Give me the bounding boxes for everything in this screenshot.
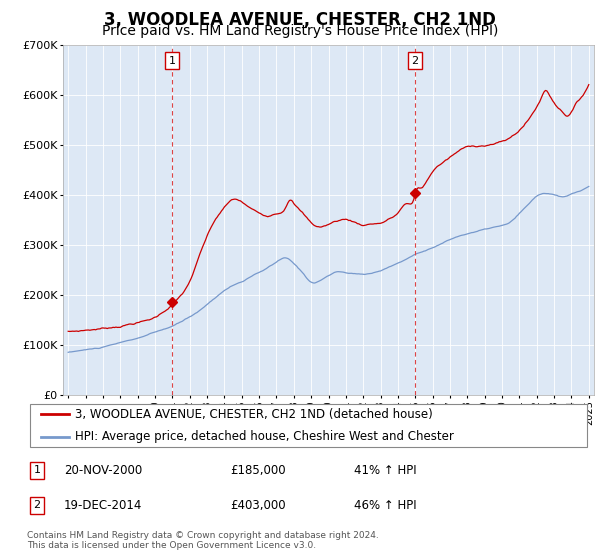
- Text: £403,000: £403,000: [230, 499, 286, 512]
- Text: 2: 2: [411, 56, 418, 66]
- Text: 3, WOODLEA AVENUE, CHESTER, CH2 1ND (detached house): 3, WOODLEA AVENUE, CHESTER, CH2 1ND (det…: [75, 408, 433, 421]
- Text: 2: 2: [34, 501, 41, 510]
- Text: 1: 1: [169, 56, 176, 66]
- Text: HPI: Average price, detached house, Cheshire West and Chester: HPI: Average price, detached house, Ches…: [75, 430, 454, 444]
- Text: Price paid vs. HM Land Registry's House Price Index (HPI): Price paid vs. HM Land Registry's House …: [102, 24, 498, 38]
- Text: 41% ↑ HPI: 41% ↑ HPI: [354, 464, 417, 477]
- Text: £185,000: £185,000: [230, 464, 286, 477]
- FancyBboxPatch shape: [30, 404, 587, 447]
- Text: 3, WOODLEA AVENUE, CHESTER, CH2 1ND: 3, WOODLEA AVENUE, CHESTER, CH2 1ND: [104, 11, 496, 29]
- Text: 19-DEC-2014: 19-DEC-2014: [64, 499, 142, 512]
- Text: 20-NOV-2000: 20-NOV-2000: [64, 464, 142, 477]
- Text: Contains HM Land Registry data © Crown copyright and database right 2024.
This d: Contains HM Land Registry data © Crown c…: [27, 531, 379, 550]
- Text: 1: 1: [34, 465, 41, 475]
- Text: 46% ↑ HPI: 46% ↑ HPI: [354, 499, 417, 512]
